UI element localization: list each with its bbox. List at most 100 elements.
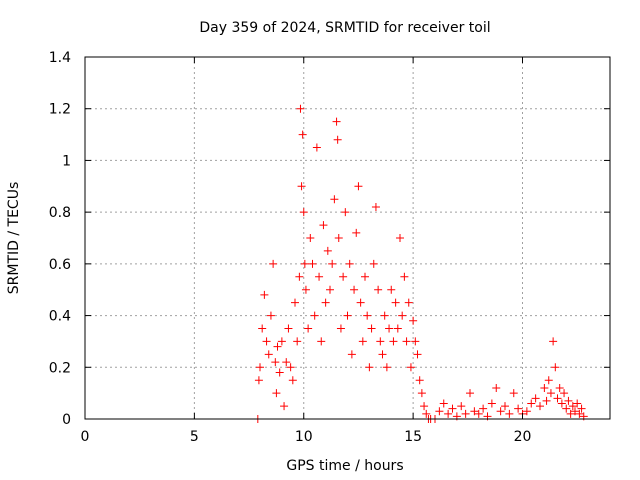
data-point bbox=[474, 409, 483, 418]
data-point bbox=[422, 409, 431, 418]
data-point bbox=[354, 182, 363, 191]
data-point bbox=[264, 350, 273, 359]
data-point bbox=[326, 285, 334, 294]
data-point bbox=[536, 402, 544, 411]
plot-frame bbox=[84, 56, 611, 420]
data-point bbox=[415, 376, 424, 385]
data-point bbox=[562, 404, 571, 413]
data-point bbox=[564, 396, 573, 405]
data-point bbox=[296, 104, 305, 113]
data-point bbox=[549, 337, 558, 346]
points-layer bbox=[253, 104, 588, 423]
data-point bbox=[540, 383, 549, 392]
data-point bbox=[555, 383, 564, 392]
data-point bbox=[332, 117, 341, 126]
data-point bbox=[256, 363, 264, 372]
data-point bbox=[573, 399, 582, 408]
data-point bbox=[308, 259, 317, 268]
data-point bbox=[509, 389, 518, 398]
data-point bbox=[293, 337, 302, 346]
data-point bbox=[282, 358, 291, 367]
data-point bbox=[560, 389, 569, 398]
x-tick-label: 20 bbox=[514, 429, 532, 445]
data-point bbox=[544, 376, 553, 385]
data-point bbox=[531, 394, 540, 403]
data-point bbox=[304, 324, 313, 333]
data-point bbox=[398, 311, 407, 320]
data-point bbox=[315, 272, 324, 281]
data-point bbox=[333, 135, 342, 144]
y-tick-label: 0.6 bbox=[49, 257, 71, 273]
data-point bbox=[444, 409, 453, 418]
data-point bbox=[328, 259, 337, 268]
data-point bbox=[347, 350, 356, 359]
data-point bbox=[527, 399, 536, 408]
data-point bbox=[371, 202, 380, 211]
y-tick-label: 0 bbox=[62, 412, 71, 428]
y-tick-label: 1.4 bbox=[49, 50, 71, 66]
data-point bbox=[575, 409, 584, 418]
data-point bbox=[566, 409, 575, 418]
data-point bbox=[420, 402, 429, 411]
labels-layer: 0 5 10 15 20 0 0.2 0.4 0.6 0.8 1 1.2 1.4 bbox=[49, 50, 532, 445]
data-point bbox=[470, 407, 479, 416]
data-point bbox=[551, 363, 560, 372]
data-point bbox=[321, 298, 330, 307]
y-tick-label: 1.2 bbox=[49, 102, 71, 118]
data-point bbox=[273, 342, 282, 351]
data-point bbox=[358, 337, 367, 346]
data-point bbox=[298, 130, 307, 139]
data-point bbox=[367, 324, 376, 333]
data-point bbox=[546, 389, 555, 398]
data-point bbox=[501, 402, 509, 411]
data-point bbox=[300, 259, 309, 268]
x-tick-label: 5 bbox=[190, 429, 199, 445]
data-point bbox=[339, 272, 348, 281]
y-tick-label: 0.4 bbox=[49, 309, 71, 325]
y-tick-label: 0.2 bbox=[49, 360, 71, 376]
data-point bbox=[514, 404, 523, 413]
data-point bbox=[275, 368, 284, 377]
data-point bbox=[387, 285, 396, 294]
data-point bbox=[380, 311, 389, 320]
data-point bbox=[522, 407, 531, 416]
data-point bbox=[382, 363, 391, 372]
data-point bbox=[505, 409, 514, 418]
data-point bbox=[457, 402, 466, 411]
data-point bbox=[448, 404, 457, 413]
data-point bbox=[479, 404, 488, 413]
data-point bbox=[391, 298, 400, 307]
data-point bbox=[389, 337, 398, 346]
data-point bbox=[439, 399, 448, 408]
data-point bbox=[299, 208, 308, 217]
data-point bbox=[330, 195, 339, 204]
data-point bbox=[385, 324, 394, 333]
data-point bbox=[374, 285, 383, 294]
data-point bbox=[288, 376, 297, 385]
y-tick-label: 1 bbox=[62, 153, 71, 169]
x-axis-title: GPS time / hours bbox=[286, 458, 403, 474]
data-point bbox=[577, 404, 586, 413]
data-point bbox=[417, 389, 426, 398]
data-point bbox=[557, 399, 566, 408]
chart-title: Day 359 of 2024, SRMTID for receiver toi… bbox=[199, 20, 490, 36]
data-point bbox=[492, 383, 501, 392]
data-point bbox=[301, 285, 310, 294]
data-point bbox=[306, 234, 315, 242]
data-point bbox=[266, 311, 275, 320]
data-point bbox=[542, 396, 551, 405]
data-point bbox=[336, 324, 345, 333]
data-point bbox=[496, 407, 505, 416]
data-point bbox=[312, 143, 321, 152]
data-point bbox=[378, 350, 387, 359]
data-point bbox=[280, 402, 289, 411]
data-point bbox=[323, 246, 332, 255]
data-point bbox=[571, 407, 579, 416]
data-point bbox=[356, 298, 365, 307]
data-point bbox=[297, 182, 306, 191]
data-point bbox=[413, 350, 422, 359]
data-point bbox=[345, 259, 354, 268]
data-point bbox=[365, 363, 374, 372]
